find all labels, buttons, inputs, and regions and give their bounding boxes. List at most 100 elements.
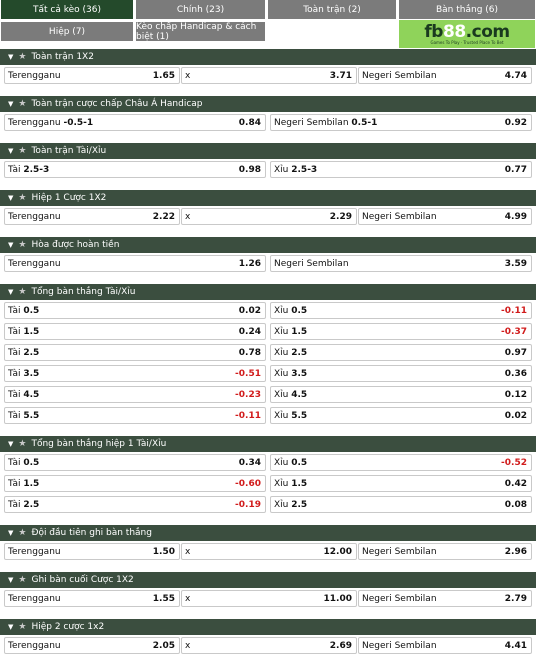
favorite-star-icon[interactable]: ★ [18, 240, 27, 250]
selection-label: Terengganu [8, 71, 61, 81]
market-header[interactable]: ▼ ★ Toàn trận cược chấp Châu Á Handicap [0, 96, 536, 112]
odds-button[interactable]: x 2.69 [181, 637, 357, 654]
odds-button[interactable]: Tài 3.5 -0.51 [4, 365, 266, 382]
selection-label: Terengganu [8, 212, 61, 222]
collapse-caret-icon[interactable]: ▼ [8, 53, 14, 61]
collapse-caret-icon[interactable]: ▼ [8, 440, 14, 448]
market-header[interactable]: ▼ ★ Tổng bàn thắng Tài/Xỉu [0, 284, 536, 300]
favorite-star-icon[interactable]: ★ [18, 622, 27, 632]
selection-label: Negeri Sembilan [362, 212, 437, 222]
tab-all-markets[interactable]: Tất cả kèo (36) [1, 0, 133, 19]
odds-button[interactable]: Negeri Sembilan 3.59 [270, 255, 532, 272]
favorite-star-icon[interactable]: ★ [18, 439, 27, 449]
favorite-star-icon[interactable]: ★ [18, 575, 27, 585]
collapse-caret-icon[interactable]: ▼ [8, 576, 14, 584]
odds-button[interactable]: Terengganu 1.26 [4, 255, 266, 272]
odds-button[interactable]: Xỉu 1.5 -0.37 [270, 323, 532, 340]
odds-button[interactable]: Xỉu 1.5 0.42 [270, 475, 532, 492]
brand-banner[interactable]: fb88.com Games To Play · Trusted Place T… [399, 20, 535, 48]
odds-button[interactable]: Terengganu -0.5-1 0.84 [4, 114, 266, 131]
tab-handicap[interactable]: Kèo chấp Handicap & cách biệt (1) [136, 22, 265, 42]
collapse-caret-icon[interactable]: ▼ [8, 100, 14, 108]
odds-button[interactable]: Tài 2.5 -0.19 [4, 496, 266, 513]
odds-button[interactable]: Xỉu 3.5 0.36 [270, 365, 532, 382]
odds-value: 1.50 [152, 546, 175, 557]
odds-button[interactable]: Negeri Sembilan 2.96 [358, 543, 532, 560]
favorite-star-icon[interactable]: ★ [18, 528, 27, 538]
market-header[interactable]: ▼ ★ Ghi bàn cuối Cược 1X2 [0, 572, 536, 588]
market-title: Toàn trận Tài/Xỉu [31, 146, 107, 156]
selection-name: Tài [8, 410, 21, 421]
market-header[interactable]: ▼ ★ Toàn trận Tài/Xỉu [0, 143, 536, 159]
odds-button[interactable]: Negeri Sembilan 0.5-1 0.92 [270, 114, 532, 131]
collapse-caret-icon[interactable]: ▼ [8, 623, 14, 631]
tab-goals[interactable]: Bàn thắng (6) [399, 0, 535, 19]
selection-line: 0.5 [23, 457, 40, 468]
odds-button[interactable]: Tài 2.5-3 0.98 [4, 161, 266, 178]
selection-label: Negeri Sembilan [362, 547, 437, 557]
favorite-star-icon[interactable]: ★ [18, 287, 27, 297]
market-header[interactable]: ▼ ★ Hòa được hoàn tiền [0, 237, 536, 253]
tab-full-time[interactable]: Toàn trận (2) [268, 0, 396, 19]
tab-half[interactable]: Hiệp (7) [1, 22, 133, 41]
odds-button[interactable]: x 12.00 [181, 543, 357, 560]
odds-button[interactable]: Tài 0.5 0.34 [4, 454, 266, 471]
market-header[interactable]: ▼ ★ Hiệp 1 Cược 1X2 [0, 190, 536, 206]
favorite-star-icon[interactable]: ★ [18, 193, 27, 203]
odds-button[interactable]: Negeri Sembilan 4.74 [358, 67, 532, 84]
favorite-star-icon[interactable]: ★ [18, 146, 27, 156]
selection-name: Tài [8, 305, 21, 316]
collapse-caret-icon[interactable]: ▼ [8, 194, 14, 202]
selection-line: 4.5 [291, 389, 308, 400]
odds-button[interactable]: Tài 0.5 0.02 [4, 302, 266, 319]
odds-button[interactable]: Negeri Sembilan 2.79 [358, 590, 532, 607]
odds-button[interactable]: Negeri Sembilan 4.41 [358, 637, 532, 654]
odds-button[interactable]: Terengganu 2.05 [4, 637, 180, 654]
odds-button[interactable]: Xỉu 5.5 0.02 [270, 407, 532, 424]
odds-button[interactable]: Xỉu 2.5-3 0.77 [270, 161, 532, 178]
odds-button[interactable]: Terengganu 2.22 [4, 208, 180, 225]
odds-button[interactable]: Terengganu 1.50 [4, 543, 180, 560]
selection-label: Negeri Sembilan [362, 594, 437, 604]
odds-button[interactable]: x 11.00 [181, 590, 357, 607]
market-header[interactable]: ▼ ★ Đội đầu tiên ghi bàn thắng [0, 525, 536, 541]
selection-label: Tài 2.5-3 [8, 165, 49, 175]
odds-button[interactable]: x 2.29 [181, 208, 357, 225]
market-header[interactable]: ▼ ★ Hiệp 2 cược 1x2 [0, 619, 536, 635]
selection-label: Negeri Sembilan [362, 71, 437, 81]
selection-name: Tài [8, 326, 21, 337]
selection-name: Tài [8, 347, 21, 358]
odds-button[interactable]: Negeri Sembilan 4.99 [358, 208, 532, 225]
selection-label: Tài 2.5 [8, 348, 39, 358]
collapse-caret-icon[interactable]: ▼ [8, 288, 14, 296]
odds-button[interactable]: Xỉu 2.5 0.97 [270, 344, 532, 361]
odds-button[interactable]: Tài 5.5 -0.11 [4, 407, 266, 424]
odds-button[interactable]: Terengganu 1.65 [4, 67, 180, 84]
odds-button[interactable]: Tài 1.5 0.24 [4, 323, 266, 340]
odds-button[interactable]: x 3.71 [181, 67, 357, 84]
odds-button[interactable]: Xỉu 0.5 -0.11 [270, 302, 532, 319]
selection-name: Tài [8, 457, 21, 468]
market-title: Tổng bàn thắng hiệp 1 Tài/Xỉu [31, 439, 167, 449]
odds-button[interactable]: Xỉu 4.5 0.12 [270, 386, 532, 403]
collapse-caret-icon[interactable]: ▼ [8, 147, 14, 155]
selection-line: 1.5 [23, 478, 40, 489]
selection-line: 2.5 [291, 347, 308, 358]
odds-button[interactable]: Tài 4.5 -0.23 [4, 386, 266, 403]
market-header[interactable]: ▼ ★ Tổng bàn thắng hiệp 1 Tài/Xỉu [0, 436, 536, 452]
market-title: Hiệp 1 Cược 1X2 [31, 193, 107, 203]
collapse-caret-icon[interactable]: ▼ [8, 529, 14, 537]
selection-label: Tài 1.5 [8, 479, 39, 489]
favorite-star-icon[interactable]: ★ [18, 52, 27, 62]
market-header[interactable]: ▼ ★ Toàn trận 1X2 [0, 49, 536, 65]
selection-name: x [185, 593, 191, 604]
odds-button[interactable]: Xỉu 2.5 0.08 [270, 496, 532, 513]
selection-line: 0.5 [23, 305, 40, 316]
odds-button[interactable]: Terengganu 1.55 [4, 590, 180, 607]
odds-button[interactable]: Tài 1.5 -0.60 [4, 475, 266, 492]
odds-button[interactable]: Tài 2.5 0.78 [4, 344, 266, 361]
favorite-star-icon[interactable]: ★ [18, 99, 27, 109]
collapse-caret-icon[interactable]: ▼ [8, 241, 14, 249]
odds-button[interactable]: Xỉu 0.5 -0.52 [270, 454, 532, 471]
tab-main[interactable]: Chính (23) [136, 0, 265, 19]
